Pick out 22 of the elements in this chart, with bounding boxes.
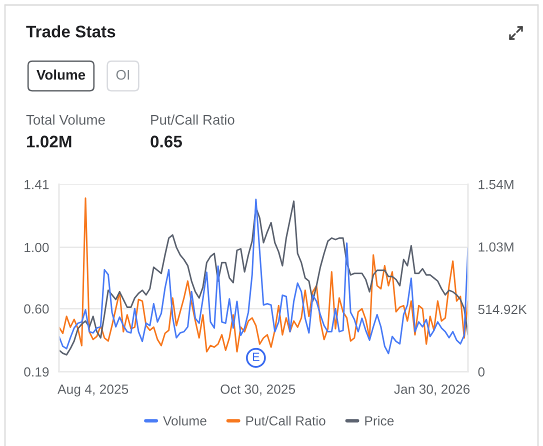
y2-tick-label: 1.54M <box>478 180 514 190</box>
legend-label: Put/Call Ratio <box>246 416 326 426</box>
x-tick-label: Oct 30, 2025 <box>220 384 296 396</box>
y-tick-label: 1.41 <box>24 180 49 190</box>
y-tick-label: 0.19 <box>24 367 49 377</box>
x-tick-label: Jan 30, 2026 <box>394 384 470 396</box>
text: 1.02M <box>27 136 72 148</box>
y2-tick-label: 0 <box>478 367 485 377</box>
text: 0.65 <box>150 136 182 148</box>
y2-tick-label: 1.03M <box>478 242 514 252</box>
text: Total Volume <box>26 114 105 125</box>
y-tick-label: 0.60 <box>24 304 49 314</box>
annotation: E <box>252 352 260 361</box>
text: Volume <box>36 70 86 80</box>
x-tick-label: Aug 4, 2025 <box>58 384 128 396</box>
y2-tick-label: 514.92K <box>478 304 527 314</box>
y-tick-label: 1.00 <box>24 242 49 252</box>
chart-title: Trade Stats <box>26 25 116 38</box>
legend-label: Volume <box>163 416 206 426</box>
text: Put/Call Ratio <box>151 114 234 125</box>
legend-label: Price <box>365 416 394 426</box>
text: OI <box>116 70 130 80</box>
